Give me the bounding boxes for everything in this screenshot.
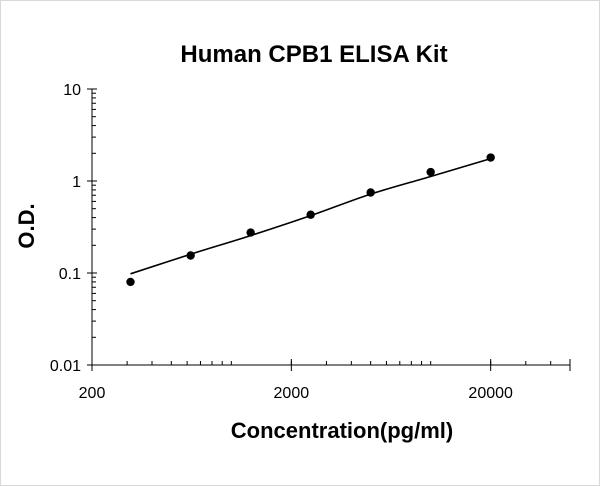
data-point xyxy=(186,251,195,260)
plot-area: 0.01 0.1 1 10 200 2000 20000 xyxy=(50,82,571,402)
x-tick-label: 2000 xyxy=(274,385,310,402)
y-tick-label: 0.1 xyxy=(59,266,81,283)
y-tick-label: 1 xyxy=(72,174,81,191)
y-tick-label: 0.01 xyxy=(50,358,81,375)
data-point xyxy=(486,153,495,162)
data-point xyxy=(426,167,435,177)
y-tick-label: 10 xyxy=(63,82,81,99)
x-tick-label: 200 xyxy=(79,385,106,402)
data-point xyxy=(366,188,375,197)
x-tick-label: 20000 xyxy=(468,385,513,402)
data-point xyxy=(306,210,315,219)
data-point xyxy=(126,277,135,287)
x-axis-label: Concentration(pg/ml) xyxy=(231,418,453,443)
chart-title: Human CPB1 ELISA Kit xyxy=(180,41,447,68)
data-point xyxy=(246,228,255,237)
y-axis-label: O.D. xyxy=(14,203,39,248)
